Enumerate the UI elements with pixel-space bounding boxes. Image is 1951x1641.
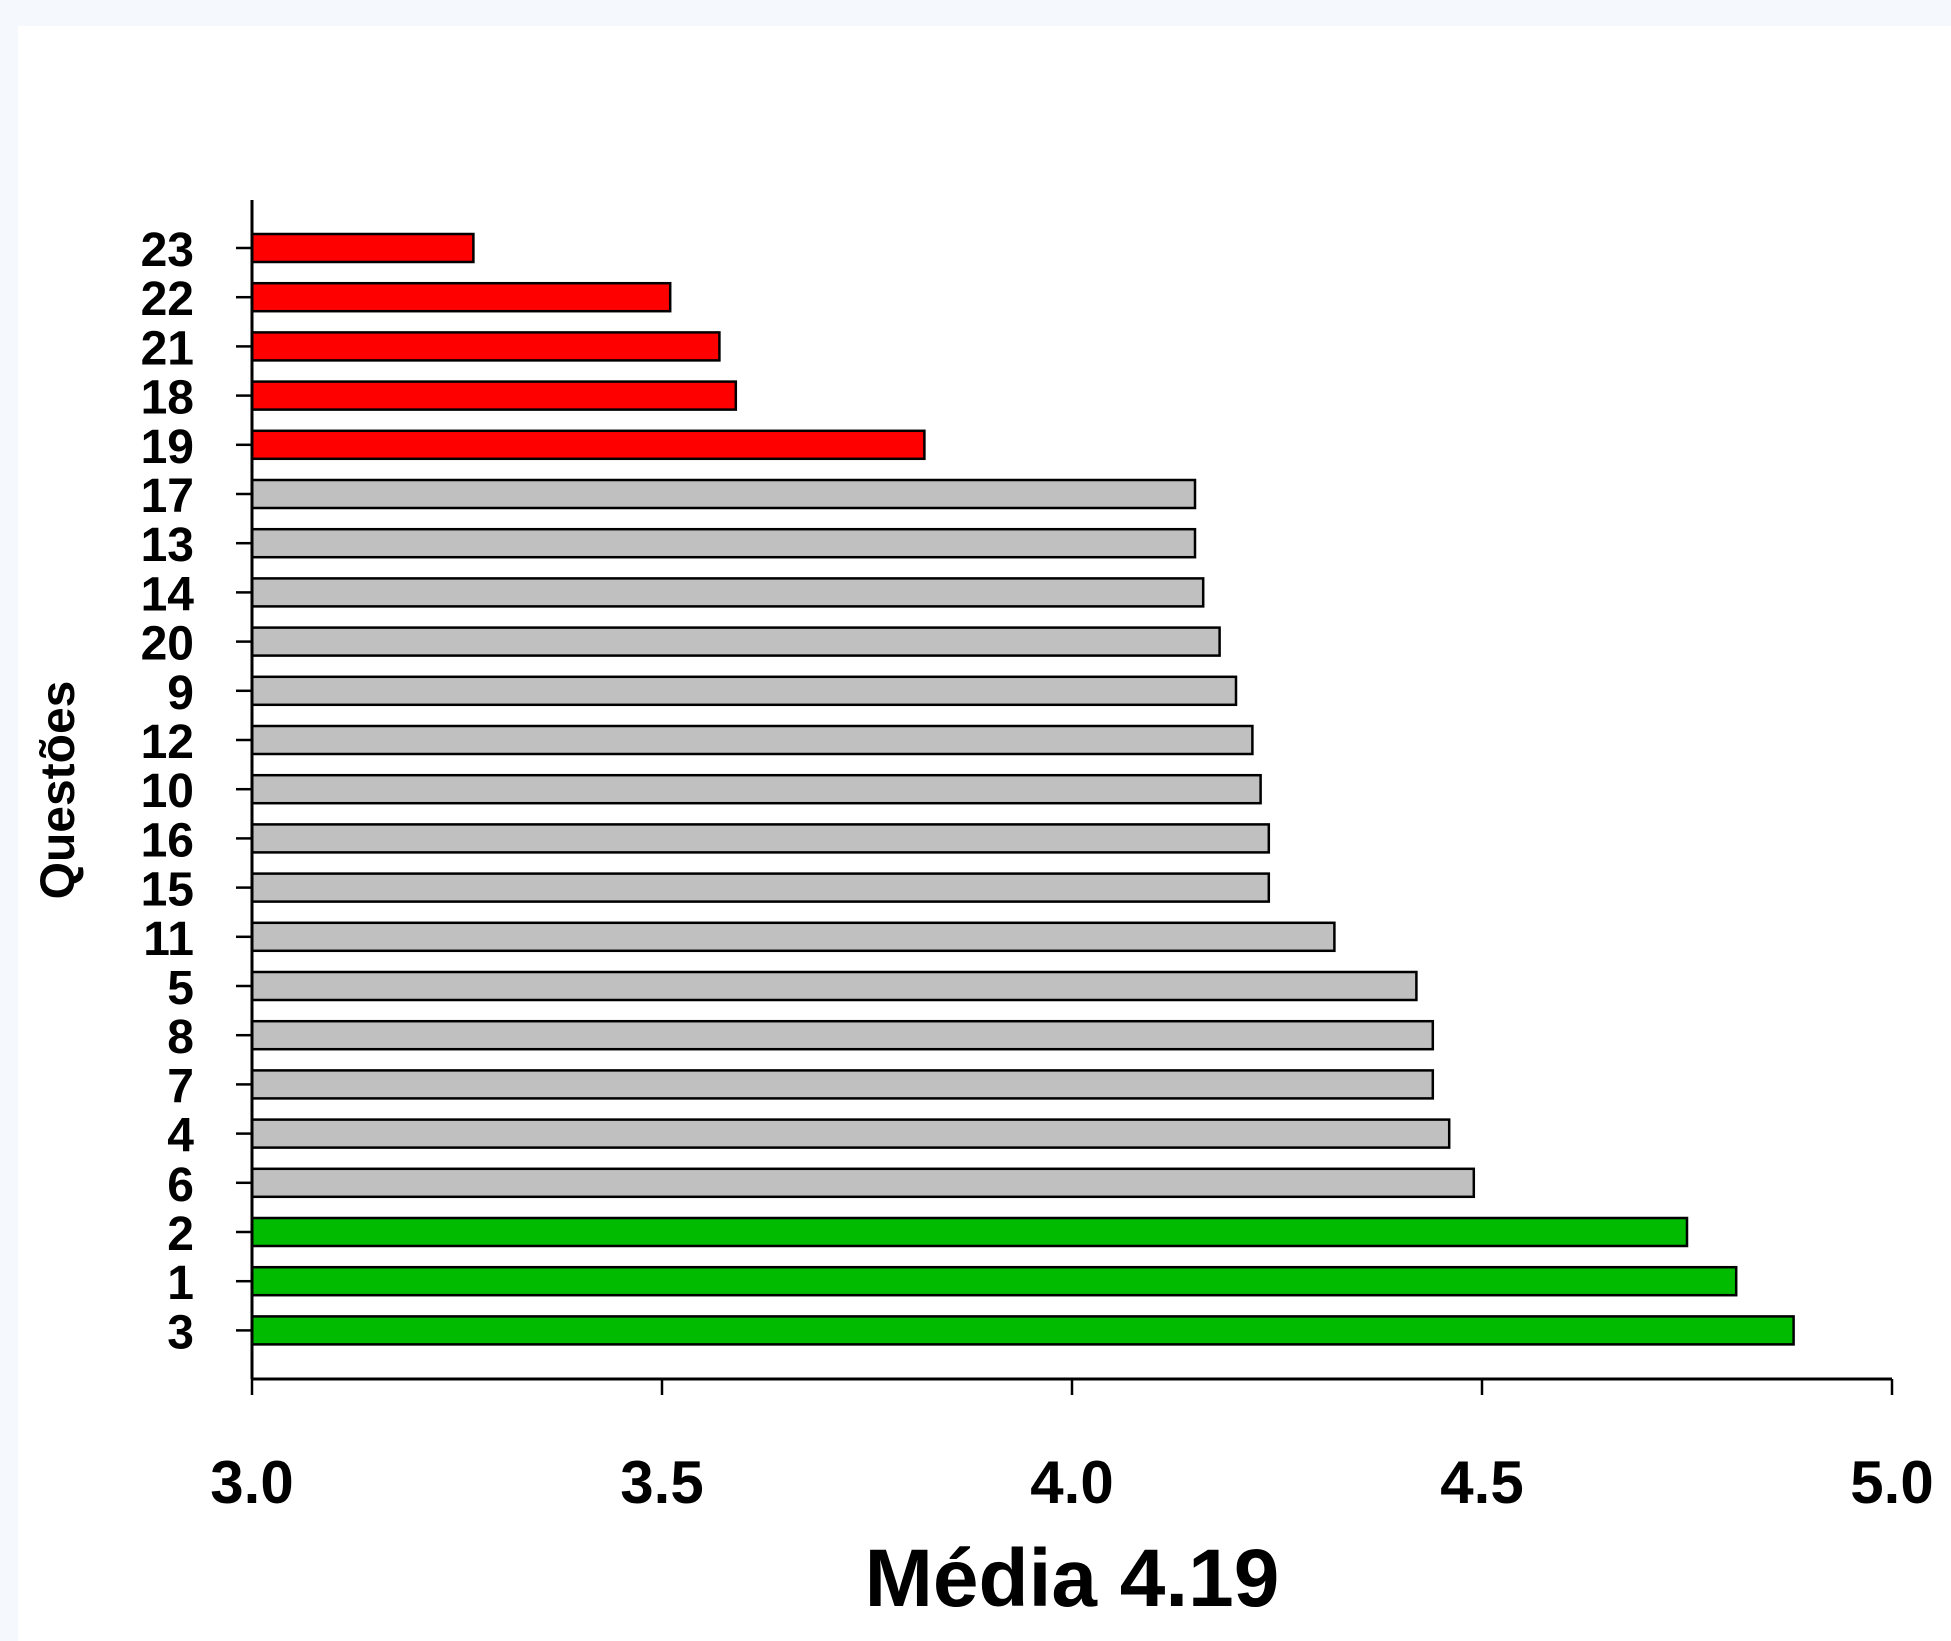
y-tick-label: 21 — [141, 322, 194, 375]
bar-q13 — [250, 527, 1197, 559]
bar-q17 — [250, 478, 1197, 510]
bar-q4 — [250, 1118, 1451, 1149]
bar-q15 — [250, 872, 1271, 903]
bar-q20 — [250, 626, 1221, 657]
bars — [250, 232, 1795, 1346]
bar-q19 — [250, 429, 926, 461]
y-tick-label: 22 — [141, 273, 194, 326]
bar-q2 — [250, 1216, 1689, 1248]
bar-q23 — [250, 232, 475, 264]
bar-q22 — [250, 281, 672, 313]
y-tick-label: 16 — [141, 814, 194, 867]
x-tick-label: 5.0 — [1850, 1449, 1933, 1516]
y-tick-label: 23 — [141, 224, 194, 277]
y-tick-label: 5 — [167, 962, 194, 1015]
bar-q11 — [250, 921, 1336, 953]
bar-q6 — [250, 1167, 1476, 1199]
bar-q3 — [250, 1315, 1795, 1346]
bar-q12 — [250, 724, 1254, 756]
chart-container: 23 22 21 18 19 17 13 14 20 9 12 10 16 15 11 5 8 7 4 6 2 1 3 3.… — [18, 26, 1951, 1641]
y-tick-label: 13 — [141, 519, 194, 572]
bar-q21 — [250, 331, 721, 362]
bar-q18 — [250, 380, 738, 411]
y-tick-label: 20 — [141, 618, 194, 671]
x-tick-label: 4.0 — [1030, 1449, 1113, 1516]
y-tick-label: 1 — [167, 1257, 194, 1310]
bar-q5 — [250, 970, 1418, 1002]
y-tick-label: 4 — [167, 1110, 194, 1163]
bar-q16 — [250, 823, 1271, 854]
bar-q8 — [250, 1019, 1435, 1051]
x-tick-label: 3.5 — [620, 1449, 703, 1516]
y-tick-label: 6 — [167, 1159, 194, 1212]
bar-q10 — [250, 773, 1262, 805]
y-axis-title: Questões — [32, 681, 85, 900]
bar-q14 — [250, 577, 1205, 608]
x-tick-label: 4.5 — [1440, 1449, 1523, 1516]
bar-q1 — [250, 1265, 1738, 1297]
x-axis-ticks: 3.0 3.5 4.0 4.5 5.0 — [210, 1379, 1934, 1516]
y-tick-label: 3 — [167, 1306, 194, 1359]
y-tick-label: 7 — [167, 1060, 194, 1113]
y-tick-label: 10 — [141, 765, 194, 818]
x-tick-label: 3.0 — [210, 1449, 293, 1516]
y-tick-label: 19 — [141, 421, 194, 474]
y-tick-label: 18 — [141, 372, 194, 425]
bar-q7 — [250, 1069, 1435, 1100]
y-tick-label: 9 — [167, 667, 194, 720]
y-tick-label: 14 — [141, 568, 195, 621]
y-tick-label: 15 — [141, 864, 194, 917]
y-tick-label: 8 — [167, 1011, 194, 1064]
y-tick-label: 17 — [141, 470, 194, 523]
x-axis-title: Média 4.19 — [865, 1533, 1280, 1624]
y-tick-label: 2 — [167, 1208, 194, 1261]
y-tick-label: 12 — [141, 716, 194, 769]
y-tick-label: 11 — [143, 913, 194, 966]
bar-q9 — [250, 675, 1238, 707]
